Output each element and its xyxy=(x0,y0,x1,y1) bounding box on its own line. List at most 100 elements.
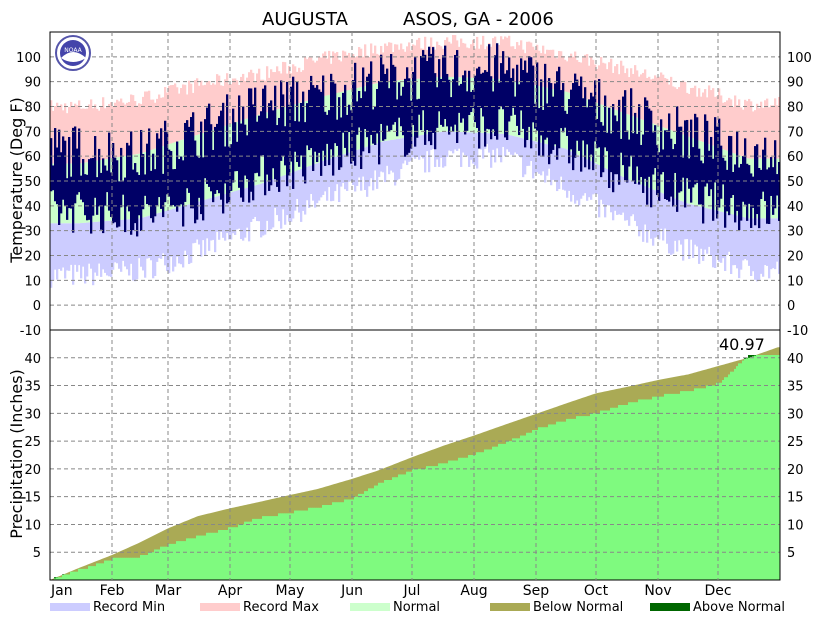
record-max-bar xyxy=(204,84,207,133)
record-min-bar xyxy=(738,215,741,279)
record-max-bar xyxy=(500,36,503,80)
record-max-bar xyxy=(120,98,123,157)
record-min-bar xyxy=(262,182,265,236)
observed-precip-bar xyxy=(520,435,523,580)
observed-temp-bar xyxy=(770,157,773,196)
observed-temp-bar xyxy=(500,63,503,108)
observed-precip-bar xyxy=(246,521,249,580)
record-max-bar xyxy=(774,98,777,159)
observed-temp-bar xyxy=(546,103,549,138)
observed-temp-bar xyxy=(318,89,321,153)
record-min-bar xyxy=(74,223,77,265)
record-min-bar xyxy=(468,132,471,167)
observed-precip-bar xyxy=(182,541,185,580)
observed-temp-bar xyxy=(602,125,605,173)
observed-precip-bar xyxy=(334,502,337,580)
record-min-bar xyxy=(354,150,357,192)
record-max-bar xyxy=(712,88,715,146)
observed-precip-bar xyxy=(648,399,651,580)
record-max-bar xyxy=(128,101,131,156)
observed-precip-bar xyxy=(252,518,255,580)
record-min-bar xyxy=(370,145,373,179)
record-min-bar xyxy=(428,133,431,173)
record-max-bar xyxy=(744,99,747,158)
record-max-bar xyxy=(760,101,763,159)
observed-temp-bar xyxy=(520,58,523,111)
observed-precip-bar xyxy=(406,471,409,580)
record-max-bar xyxy=(550,49,553,89)
observed-precip-bar xyxy=(536,430,539,580)
observed-precip-bar xyxy=(388,480,391,580)
record-max-bar xyxy=(680,80,683,134)
observed-precip-bar xyxy=(350,499,353,580)
record-max-bar xyxy=(460,38,463,78)
observed-temp-bar xyxy=(666,130,669,200)
observed-precip-bar xyxy=(72,571,75,580)
record-max-bar xyxy=(158,94,161,148)
observed-precip-bar xyxy=(86,568,89,580)
record-max-bar xyxy=(166,92,169,145)
observed-temp-bar xyxy=(484,70,487,147)
record-min-bar xyxy=(594,163,597,194)
observed-temp-bar xyxy=(672,149,675,207)
record-min-bar xyxy=(592,162,595,195)
observed-precip-bar xyxy=(146,555,149,580)
observed-precip-bar xyxy=(496,446,499,580)
record-min-bar xyxy=(302,168,305,211)
record-min-bar xyxy=(490,133,493,168)
observed-precip-bar xyxy=(710,385,713,580)
record-max-bar xyxy=(258,68,261,115)
record-min-bar xyxy=(108,220,111,277)
observed-temp-bar xyxy=(432,47,435,133)
observed-temp-bar xyxy=(574,73,577,158)
temperature-tick-label-right: 30 xyxy=(787,225,804,240)
record-min-bar xyxy=(54,223,57,270)
record-max-bar xyxy=(540,53,543,87)
record-min-bar xyxy=(62,223,65,268)
observed-precip-bar xyxy=(308,507,311,580)
record-max-bar xyxy=(610,58,613,109)
observed-precip-bar xyxy=(368,488,371,580)
record-min-bar xyxy=(532,140,535,179)
record-min-bar xyxy=(658,191,661,240)
record-min-bar xyxy=(362,147,365,177)
record-max-bar xyxy=(304,57,307,102)
observed-precip-bar xyxy=(318,507,321,580)
observed-precip-bar xyxy=(660,396,663,580)
observed-precip-bar xyxy=(298,510,301,580)
temperature-tick-label-left: 70 xyxy=(24,125,41,140)
record-max-bar xyxy=(726,100,729,151)
record-max-bar xyxy=(394,44,397,81)
observed-temp-bar xyxy=(560,90,563,129)
record-max-bar xyxy=(660,72,663,127)
record-min-bar xyxy=(444,131,447,167)
observed-precip-bar xyxy=(462,457,465,580)
record-min-bar xyxy=(228,192,231,240)
observed-temp-bar xyxy=(596,118,599,149)
observed-temp-bar xyxy=(118,181,121,227)
precipitation-tick-label-left: 40 xyxy=(24,352,41,367)
observed-precip-bar xyxy=(196,535,199,580)
observed-temp-bar xyxy=(668,113,671,202)
record-min-bar xyxy=(552,145,555,180)
record-max-bar xyxy=(328,50,331,95)
record-max-bar xyxy=(662,74,665,128)
observed-precip-bar xyxy=(498,443,501,580)
record-min-bar xyxy=(618,174,621,215)
record-min-bar xyxy=(208,198,211,251)
observed-precip-bar xyxy=(302,510,305,580)
observed-temp-bar xyxy=(104,165,107,206)
record-max-bar xyxy=(754,110,757,159)
observed-temp-bar xyxy=(218,116,221,194)
observed-temp-bar xyxy=(548,78,551,165)
record-max-bar xyxy=(642,72,645,120)
record-max-bar xyxy=(130,94,133,156)
observed-temp-bar xyxy=(490,76,493,140)
record-max-bar xyxy=(522,49,525,83)
observed-precip-bar xyxy=(394,477,397,580)
record-max-bar xyxy=(268,77,271,112)
record-max-bar xyxy=(70,101,73,164)
record-min-bar xyxy=(680,200,683,245)
record-min-bar xyxy=(762,218,765,277)
record-min-bar xyxy=(384,140,387,183)
